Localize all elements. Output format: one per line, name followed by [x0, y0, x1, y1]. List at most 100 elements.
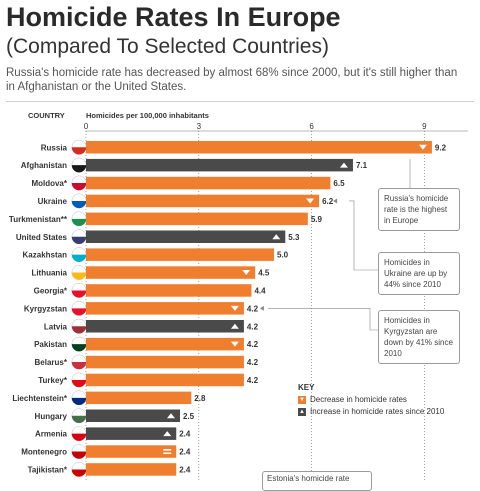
value-label-10: 4.2: [247, 322, 259, 331]
value-label-8: 4.4: [254, 286, 266, 295]
callout-kyrgyzstan: Homicides in Kyrgyzstan are down by 41% …: [378, 310, 460, 364]
x-tick-label-1: 3: [197, 122, 202, 131]
trend-down-icon-3: [306, 198, 315, 204]
country-label-6: Kazakhstan: [23, 251, 68, 260]
value-label-4: 5.9: [311, 215, 323, 224]
country-label-7: Lithuania: [31, 269, 67, 278]
page-subtitle: (Compared To Selected Countries): [6, 35, 329, 58]
country-label-17: Montenegro: [21, 448, 67, 457]
country-label-1: Afghanistan: [21, 161, 67, 170]
flag-fill-17: [71, 451, 87, 459]
value-label-18: 2.4: [179, 465, 191, 474]
country-label-14: Liechtenstein*: [12, 394, 68, 403]
flag-fill-13: [71, 379, 87, 388]
flag-fill-2: [71, 183, 87, 191]
value-label-14: 2.8: [194, 394, 206, 403]
leader-line-ukraine: [349, 200, 378, 271]
value-label-6: 5.0: [277, 251, 289, 260]
trend-up-icon-15: [167, 413, 175, 419]
value-label-9: 4.2: [247, 304, 259, 313]
bar-0: [86, 141, 432, 154]
flag-fill-9: [71, 308, 87, 316]
callout-estonia: Estonia's homicide rate: [262, 471, 372, 491]
bar-11: [86, 337, 244, 351]
x-tick-label-0: 0: [84, 122, 89, 131]
country-label-8: Georgia*: [34, 286, 68, 295]
trend-equal-icon-bottom-17: [163, 452, 172, 455]
legend: KEY ▼ Decrease in homicide rates ▲ Incre…: [298, 383, 444, 419]
trend-up-icon-5: [272, 234, 281, 240]
flag-fill-14: [71, 397, 87, 406]
bar-7: [86, 266, 256, 279]
bar-10: [86, 320, 244, 333]
legend-label-decrease: Decrease in homicide rates: [310, 395, 407, 404]
value-label-2: 6.5: [333, 179, 345, 188]
country-label-15: Hungary: [35, 412, 68, 421]
flag-fill-0: [71, 147, 87, 155]
axis-label: Homicides per 100,000 inhabitants: [86, 111, 209, 120]
leader-arrow-kyrgyzstan: [259, 305, 264, 311]
value-label-5: 5.3: [288, 233, 300, 242]
flag-fill-5: [71, 236, 87, 244]
bar-13: [86, 373, 244, 387]
flag-fill-3: [71, 200, 87, 209]
value-label-11: 4.2: [247, 340, 259, 349]
header-divider: [6, 101, 474, 102]
country-label-9: Kyrgyzstan: [24, 304, 67, 313]
page-description: Russia's homicide rate has decreased by …: [6, 67, 458, 93]
country-label-5: United States: [16, 233, 68, 242]
value-label-16: 2.4: [179, 430, 191, 439]
bar-chart: 0 3 6 9 Russia 9.2 Afghanistan 7.1 Moldova* 6.5 Uk…: [9, 122, 468, 480]
country-label-11: Pakistan: [34, 340, 67, 349]
country-label-10: Latvia: [44, 322, 68, 331]
bar-1: [86, 158, 353, 172]
trend-down-icon-9: [230, 305, 239, 311]
trend-up-icon-1: [339, 162, 348, 168]
flag-fill-11: [71, 344, 87, 352]
country-label-0: Russia: [41, 143, 68, 152]
bar-12: [86, 355, 244, 369]
bar-5: [86, 230, 286, 243]
flag-fill-8: [71, 290, 87, 298]
value-label-12: 4.2: [247, 358, 259, 367]
bar-8: [86, 284, 252, 297]
trend-equal-icon-top-17: [163, 449, 172, 451]
flag-fill-12: [71, 362, 87, 370]
up-arrow-icon: ▲: [298, 407, 306, 416]
value-label-3: 6.2: [322, 197, 334, 206]
value-label-15: 2.5: [183, 412, 195, 421]
country-label-3: Ukraine: [38, 197, 68, 206]
country-label-2: Moldova*: [31, 179, 67, 188]
bar-6: [86, 248, 274, 261]
flag-fill-4: [71, 218, 87, 227]
flag-fill-1: [71, 165, 87, 173]
country-label-4: Turkmenistan**: [9, 215, 68, 224]
leader-arrow-ukraine: [333, 198, 338, 204]
legend-title: KEY: [298, 383, 315, 392]
value-label-1: 7.1: [356, 161, 368, 170]
callout-ukraine: Homicides in Ukraine are up by 44% since…: [378, 252, 460, 295]
down-arrow-icon: ▼: [298, 395, 306, 404]
legend-item-decrease: ▼ Decrease in homicide rates: [298, 395, 444, 404]
country-column-header: COUNTRY: [28, 111, 65, 120]
bar-14: [86, 391, 192, 405]
flag-fill-7: [71, 272, 87, 280]
flag-fill-10: [71, 326, 87, 334]
trend-up-icon-10: [230, 323, 239, 329]
country-label-16: Armenia: [35, 430, 68, 439]
bar-2: [86, 176, 331, 190]
bar-16: [86, 427, 177, 440]
bar-4: [86, 212, 308, 226]
trend-down-icon-7: [242, 270, 251, 276]
value-label-17: 2.4: [179, 448, 191, 457]
bar-9: [86, 302, 244, 315]
x-tick-label-2: 6: [309, 122, 314, 131]
bar-15: [86, 409, 180, 422]
flag-fill-6: [71, 254, 87, 262]
country-label-18: Tajikistan*: [28, 465, 68, 474]
flag-fill-15: [71, 415, 87, 423]
bar-17: [86, 445, 177, 458]
country-label-12: Belarus*: [35, 358, 68, 367]
callout-russia: Russia's homicide rate is the highest in…: [378, 188, 460, 231]
trend-down-icon-11: [230, 341, 239, 347]
